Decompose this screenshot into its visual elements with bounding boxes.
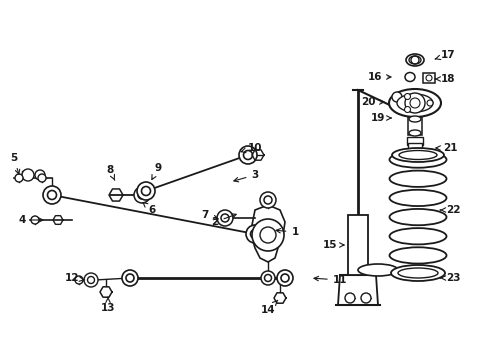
Polygon shape (251, 205, 285, 262)
Ellipse shape (389, 209, 446, 225)
Circle shape (31, 216, 39, 224)
Ellipse shape (408, 130, 420, 136)
Ellipse shape (389, 247, 446, 264)
Text: 16: 16 (367, 72, 390, 82)
Ellipse shape (389, 228, 446, 244)
Text: 8: 8 (106, 165, 115, 180)
Ellipse shape (390, 265, 444, 281)
Bar (406, 137, 422, 145)
Text: 19: 19 (370, 113, 390, 123)
Circle shape (260, 192, 275, 208)
Text: 2: 2 (211, 214, 236, 227)
Circle shape (345, 293, 354, 303)
Ellipse shape (357, 264, 397, 276)
Ellipse shape (408, 116, 420, 122)
Circle shape (15, 174, 23, 182)
Circle shape (251, 219, 284, 251)
Ellipse shape (405, 54, 423, 66)
Circle shape (38, 174, 46, 182)
Text: 7: 7 (201, 210, 218, 220)
Circle shape (35, 170, 45, 180)
Text: 5: 5 (10, 153, 20, 174)
Bar (347, 215, 367, 275)
Circle shape (245, 225, 264, 243)
Bar (422, 73, 434, 83)
Circle shape (22, 169, 34, 181)
Ellipse shape (391, 148, 443, 162)
Circle shape (404, 107, 409, 112)
Circle shape (276, 270, 292, 286)
Text: 12: 12 (64, 273, 84, 283)
Circle shape (134, 187, 150, 203)
Circle shape (360, 293, 370, 303)
Ellipse shape (389, 152, 446, 168)
Text: 18: 18 (434, 74, 454, 84)
Text: 4: 4 (18, 215, 43, 225)
Circle shape (426, 100, 432, 106)
Text: 23: 23 (439, 273, 459, 283)
Text: 14: 14 (260, 300, 277, 315)
Text: 20: 20 (360, 97, 383, 107)
Text: 22: 22 (439, 205, 459, 215)
Circle shape (122, 270, 138, 286)
Circle shape (75, 276, 83, 284)
Circle shape (43, 186, 61, 204)
Ellipse shape (404, 72, 414, 81)
Text: 15: 15 (322, 240, 343, 250)
Text: 11: 11 (313, 275, 346, 285)
Ellipse shape (389, 190, 446, 206)
Ellipse shape (398, 150, 436, 159)
Circle shape (239, 146, 257, 164)
Ellipse shape (396, 94, 432, 112)
Text: 13: 13 (101, 297, 115, 313)
Text: 1: 1 (275, 227, 298, 237)
Circle shape (404, 94, 409, 99)
Bar (408, 149, 420, 155)
Ellipse shape (389, 171, 446, 187)
Text: 10: 10 (241, 143, 262, 153)
Bar (407, 143, 421, 149)
Circle shape (261, 271, 274, 285)
Ellipse shape (388, 89, 440, 117)
Bar (407, 117, 421, 135)
Text: 9: 9 (152, 163, 161, 179)
Circle shape (137, 182, 155, 200)
Circle shape (217, 210, 232, 226)
Circle shape (84, 273, 98, 287)
Text: 21: 21 (435, 143, 456, 153)
Ellipse shape (397, 268, 437, 278)
Text: 6: 6 (142, 203, 155, 215)
Circle shape (391, 92, 401, 102)
Text: 3: 3 (233, 170, 258, 182)
Text: 17: 17 (434, 50, 454, 60)
Circle shape (404, 93, 424, 113)
